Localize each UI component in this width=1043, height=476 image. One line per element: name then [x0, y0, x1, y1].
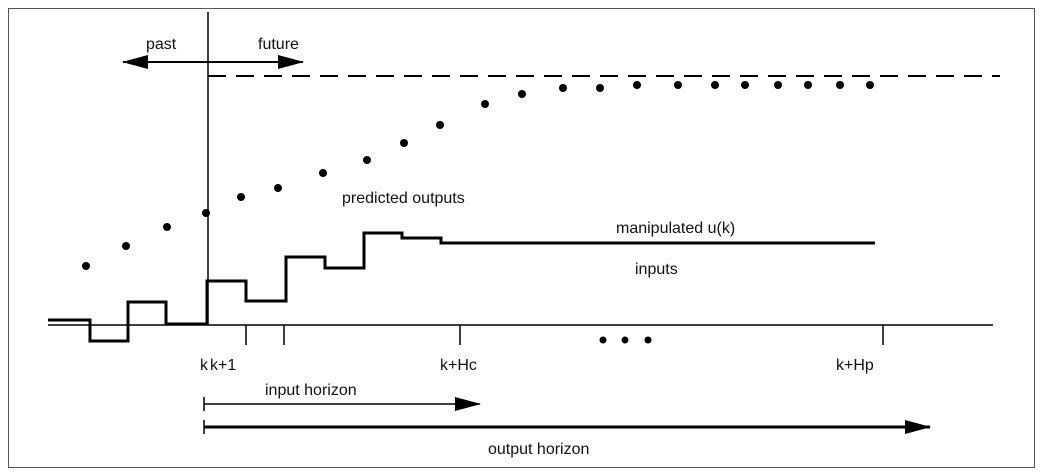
- future-label: future: [258, 36, 299, 53]
- input-horizon-label: input horizon: [265, 382, 357, 399]
- k-label: k: [200, 357, 209, 374]
- predicted-dots: [82, 81, 874, 270]
- past-label: past: [146, 36, 177, 53]
- axis-ticks: [245, 325, 884, 345]
- manipulated-label: manipulated u(k): [616, 220, 735, 237]
- khp-label: k+Hp: [836, 357, 874, 374]
- output-horizon-label: output horizon: [488, 441, 589, 458]
- frame: [8, 8, 1035, 468]
- inputs-label: inputs: [635, 261, 678, 278]
- ellipsis-dots: [599, 336, 652, 344]
- khc-label: k+Hc: [440, 357, 477, 374]
- input-steps: [48, 231, 875, 343]
- k1-label: k+1: [210, 357, 236, 374]
- predicted-outputs-label: predicted outputs: [342, 190, 465, 207]
